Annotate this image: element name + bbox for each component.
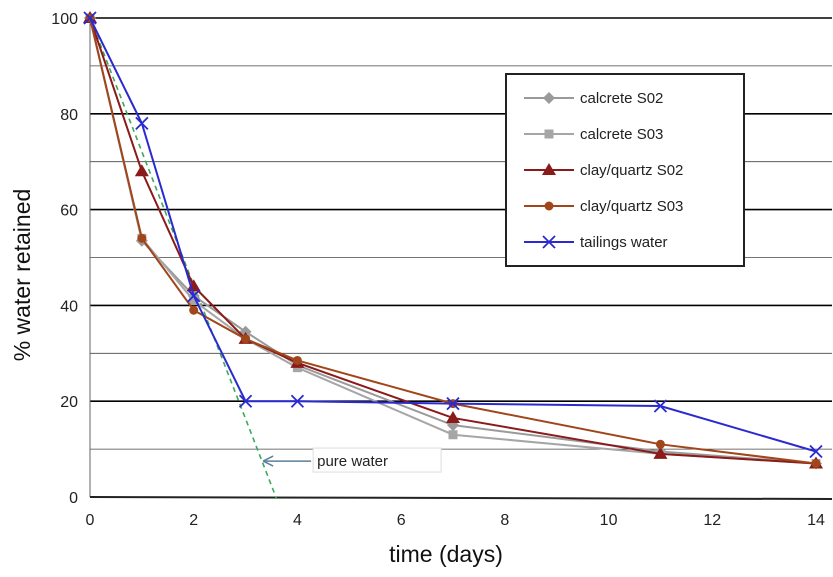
y-tick-label: 40 [60, 298, 78, 315]
legend-item: calcrete S02 [524, 90, 663, 107]
point-marker [446, 396, 460, 411]
point-marker [542, 163, 556, 175]
x-tick-label: 6 [397, 512, 406, 529]
legend-label: tailings water [580, 234, 668, 251]
point-marker [448, 430, 458, 440]
point-marker [186, 279, 201, 292]
axes [89, 16, 833, 500]
legend-label: calcrete S02 [580, 90, 663, 107]
y-tick-label: 60 [60, 203, 78, 220]
x-tick-label: 2 [189, 512, 198, 529]
point-marker [809, 444, 823, 459]
annotation-arrow-head [262, 455, 274, 467]
point-marker [241, 334, 251, 344]
point-marker [655, 439, 665, 449]
y-tick-label: 0 [69, 490, 78, 507]
point-marker [653, 446, 668, 459]
x-tick-label: 4 [293, 512, 302, 529]
legend-item: tailings water [524, 234, 668, 251]
series-group [83, 11, 823, 470]
legend-item: calcrete S03 [524, 126, 663, 143]
point-marker [137, 233, 147, 243]
point-marker [187, 289, 201, 303]
legend: calcrete S02 calcrete S03 clay/quartz S02 c… [505, 73, 745, 267]
point-marker [542, 235, 556, 249]
point-marker [811, 458, 821, 468]
point-marker [544, 129, 554, 139]
y-tick-label: 100 [51, 11, 78, 28]
legend-label: calcrete S03 [580, 126, 663, 143]
legend-item: clay/quartz S02 [524, 162, 683, 179]
pure-water-label: pure water [317, 453, 388, 470]
series-line [89, 17, 817, 465]
x-axis-title: time (days) [389, 541, 503, 567]
y-tick-label: 80 [60, 107, 78, 124]
series-tailings-water [83, 11, 823, 459]
point-marker [653, 399, 668, 413]
y-tick-labels: 0 20 40 60 80 100 [51, 11, 78, 507]
legend-label: clay/quartz S03 [580, 198, 683, 215]
x-tick-label: 10 [600, 512, 618, 529]
annotation-box [312, 447, 442, 473]
y-tick-label: 20 [60, 394, 78, 411]
point-marker [238, 394, 253, 408]
x-tick-labels: 0 2 4 6 8 10 12 14 [86, 512, 825, 529]
point-marker [134, 164, 149, 177]
point-marker [544, 201, 554, 211]
point-marker [543, 92, 555, 104]
pure-water-line [89, 17, 278, 500]
x-tick-label: 8 [500, 512, 509, 529]
x-tick-label: 12 [703, 512, 721, 529]
legend-item: clay/quartz S03 [524, 198, 683, 215]
pure-water-reference: pure water [89, 17, 442, 500]
point-marker [189, 296, 199, 306]
series-line [89, 17, 817, 453]
x-tick-label: 0 [86, 512, 95, 529]
x-tick-label: 14 [807, 512, 825, 529]
point-marker [292, 355, 302, 365]
point-marker [135, 116, 149, 131]
point-marker [189, 305, 199, 315]
point-marker [290, 394, 305, 408]
legend-label: clay/quartz S02 [580, 162, 683, 179]
y-axis-title: % water retained [9, 189, 35, 362]
point-marker [83, 11, 97, 25]
series-line [89, 17, 817, 465]
point-marker [446, 410, 460, 423]
x-axis-line [89, 496, 833, 500]
